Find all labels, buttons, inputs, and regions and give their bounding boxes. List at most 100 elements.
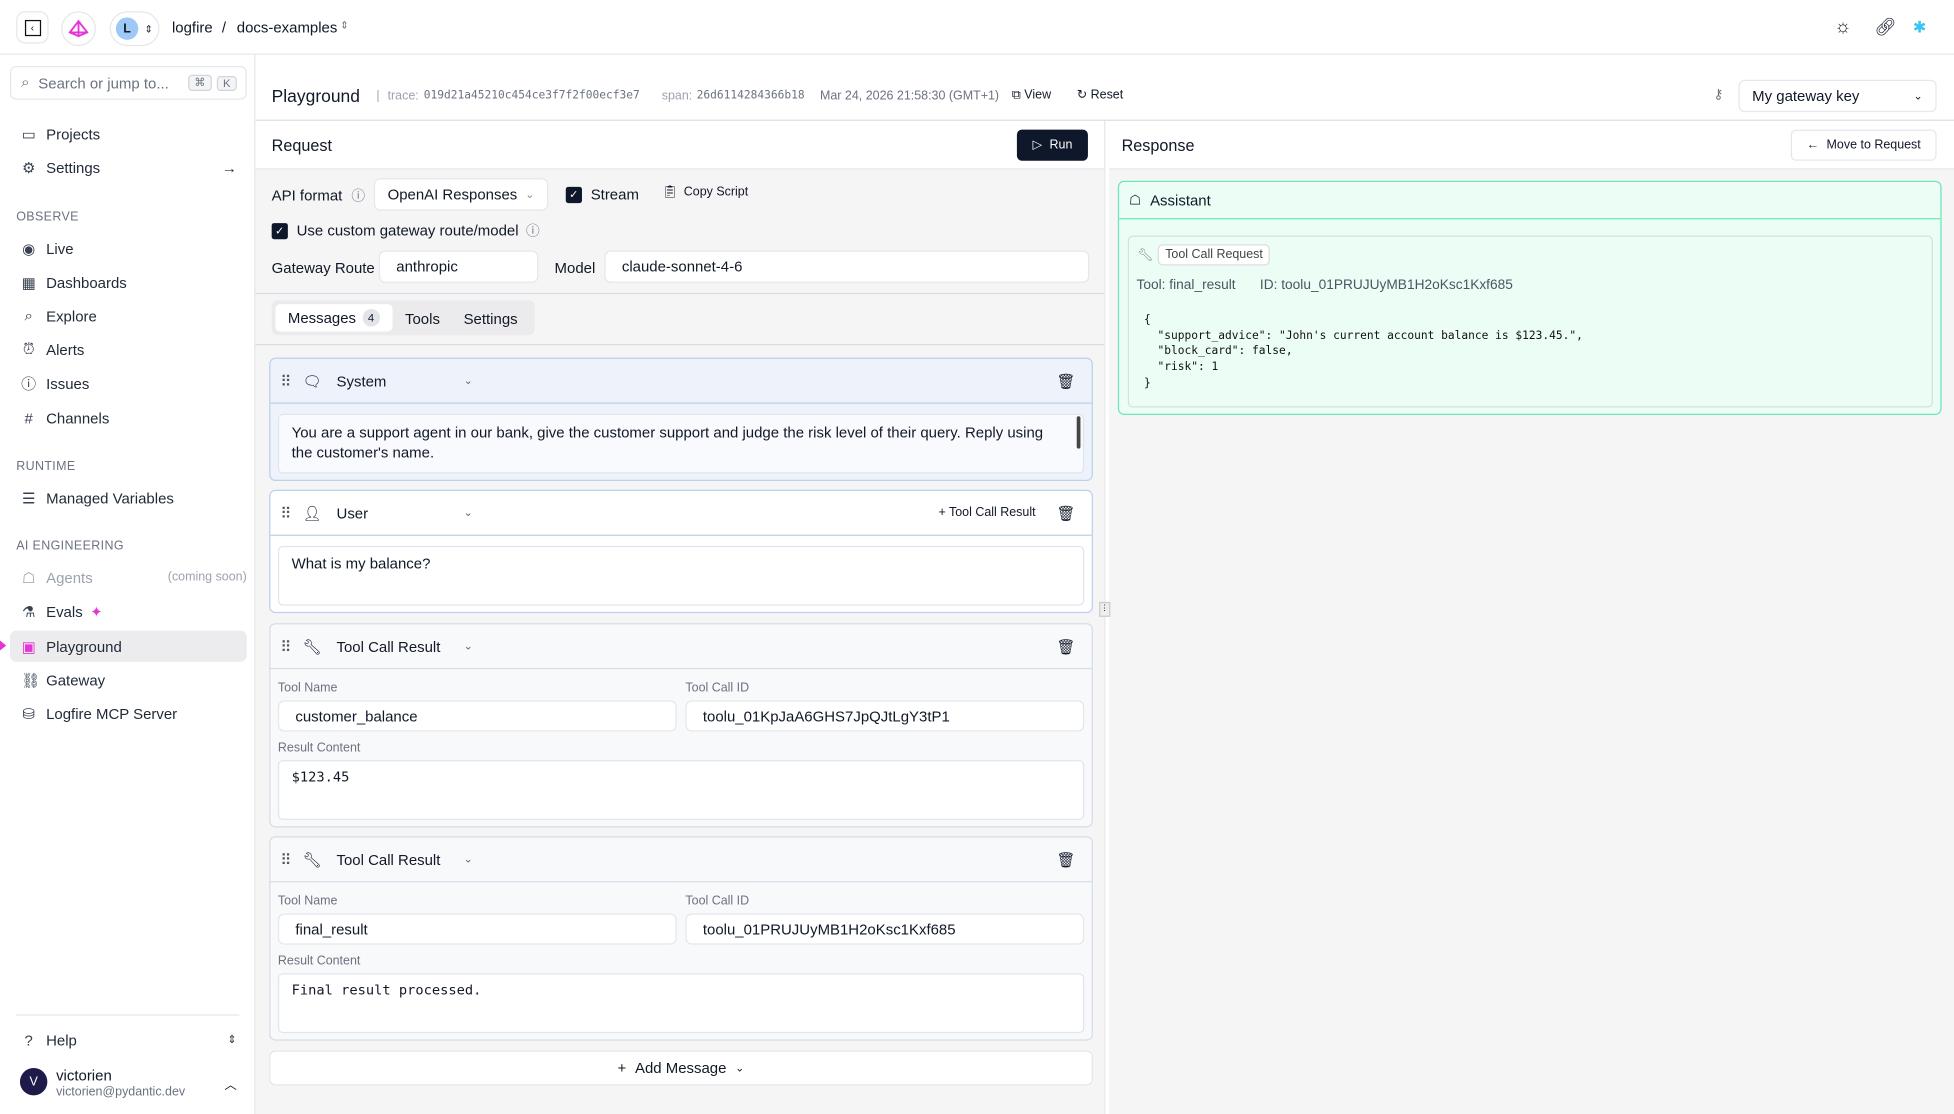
panel-divider[interactable] <box>1104 120 1110 1114</box>
chevron-down-icon[interactable]: ⌄ <box>463 373 473 387</box>
user-icon: 👤︎ <box>302 504 322 522</box>
move-to-request-button[interactable]: ← Move to Request <box>1790 129 1937 161</box>
breadcrumb-project[interactable]: docs-examples <box>236 18 338 37</box>
result-content-textarea[interactable]: $123.45 <box>277 760 1085 820</box>
drag-handle-icon[interactable]: ⠿ <box>280 850 292 868</box>
result-content-textarea[interactable]: Final result processed. <box>277 973 1085 1034</box>
tool-call-id-input[interactable]: toolu_01KpJaA6GHS7JpQJtLgY3tP1 <box>685 700 1085 732</box>
user-avatar[interactable]: V <box>19 1067 48 1096</box>
role-select[interactable]: Tool Call Result <box>336 637 441 655</box>
drag-handle-icon[interactable]: ⠿ <box>280 371 292 390</box>
chevron-down-icon: ⌄ <box>735 1061 745 1074</box>
live-icon: ◉ <box>22 239 36 258</box>
role-select[interactable]: Tool Call Result <box>336 850 441 868</box>
chevron-down-icon[interactable]: ⌄ <box>463 505 473 519</box>
server-icon: ⛁ <box>22 704 35 723</box>
sidebar-item-live[interactable]: ◉ Live <box>10 233 247 264</box>
theme-toggle-icon[interactable]: ☼ <box>1834 16 1852 38</box>
sidebar-item-mcp-server[interactable]: ⛁ Logfire MCP Server <box>10 698 247 729</box>
gateway-route-input[interactable]: anthropic <box>378 250 539 283</box>
help-circle-icon[interactable]: ⓘ <box>351 189 366 205</box>
copy-script-button[interactable]: 📋︎ Copy Script <box>662 186 748 200</box>
result-content-label: Result Content <box>277 741 361 756</box>
drag-handle-icon[interactable]: ⠿ <box>280 504 292 522</box>
trash-icon[interactable]: 🗑︎ <box>1056 504 1076 522</box>
trash-icon[interactable]: 🗑︎ <box>1056 637 1076 655</box>
search-input[interactable]: ⌕ Search or jump to... ⌘ K <box>9 66 247 100</box>
sidebar-item-managed-variables[interactable]: ☰ Managed Variables <box>10 482 247 513</box>
span-id[interactable]: 26d6114284366b18 <box>696 89 805 103</box>
tab-settings[interactable]: Settings <box>463 310 518 328</box>
scrollbar[interactable] <box>1076 416 1081 449</box>
tool-call-id: ID: toolu_01PRUJUyMB1H2oKsc1Kxf685 <box>1259 277 1513 293</box>
sidebar-item-settings[interactable]: ⚙ Settings → <box>10 152 247 183</box>
chevron-down-icon[interactable]: ⌄ <box>463 852 473 865</box>
tab-tools[interactable]: Tools <box>405 310 440 328</box>
sidebar-item-projects[interactable]: ▭ Projects <box>10 118 247 149</box>
chevron-down-icon[interactable]: ⌄ <box>463 639 473 652</box>
system-message-textarea[interactable]: You are a support agent in our bank, giv… <box>277 413 1085 474</box>
view-button[interactable]: ⧉ View <box>1012 88 1051 102</box>
collapse-sidebar-button[interactable]: ‹ <box>16 11 49 44</box>
sidebar-item-playground[interactable]: ▣ Playground <box>9 630 247 662</box>
sidebar-item-explore[interactable]: ⌕ Explore <box>10 300 247 331</box>
tool-name-input[interactable]: customer_balance <box>277 700 677 732</box>
help-menu[interactable]: ? Help ⇕ <box>10 1024 247 1055</box>
page-header: Playground | trace: 019d21a45210c454ce3f… <box>255 54 1954 121</box>
custom-route-checkbox[interactable]: ✓ Use custom gateway route/model ⓘ <box>271 221 540 241</box>
role-select[interactable]: System <box>336 371 387 390</box>
chevron-up-icon[interactable]: ︿ <box>224 1079 237 1093</box>
trash-icon[interactable]: 🗑︎ <box>1056 850 1076 868</box>
section-title-ai-engineering: AI ENGINEERING <box>16 539 124 554</box>
sidebar-item-issues[interactable]: ⓘ Issues <box>10 368 247 399</box>
divider <box>255 292 1105 295</box>
stream-checkbox[interactable]: ✓ Stream <box>565 186 639 203</box>
sidebar-item-label: Alerts <box>46 340 85 359</box>
user-message-textarea[interactable]: What is my balance? <box>277 545 1085 606</box>
sidebar-item-dashboards[interactable]: ▦ Dashboards <box>10 267 247 298</box>
tab-messages[interactable]: Messages 4 <box>275 304 393 332</box>
sidebar-item-alerts[interactable]: ⏰︎ Alerts <box>10 334 247 365</box>
sidebar-item-gateway[interactable]: ⛓︎ Gateway <box>10 664 247 695</box>
run-button[interactable]: ▷ Run <box>1016 129 1088 161</box>
divider <box>16 1014 240 1016</box>
bot-icon: ☖ <box>21 568 36 587</box>
tool-name-input[interactable]: final_result <box>277 913 677 945</box>
trace-label: trace: <box>387 89 419 104</box>
sidebar-item-channels[interactable]: # Channels <box>10 403 247 434</box>
link-icon[interactable]: 🔗︎ <box>1874 16 1897 37</box>
message-card-user: ⠿ 👤︎ User ⌄ + Tool Call Result 🗑︎ What i… <box>269 489 1093 614</box>
message-card-tool-result: ⠿ 🔧︎ Tool Call Result ⌄ 🗑︎ Tool Name fin… <box>269 836 1093 1041</box>
wrench-icon: 🔧︎ <box>302 850 322 868</box>
trace-id[interactable]: 019d21a45210c454ce3f7f2f00ecf3e7 <box>423 89 640 103</box>
role-select[interactable]: User <box>336 504 369 522</box>
gateway-key-select[interactable]: My gateway key ⌄ <box>1738 79 1937 113</box>
span-label: span: <box>661 89 693 104</box>
logfire-logo-icon <box>68 19 89 38</box>
bot-icon: ☖ <box>1129 193 1142 209</box>
add-tool-call-result-button[interactable]: + Tool Call Result <box>938 505 1036 520</box>
drag-handle-icon[interactable]: ⠿ <box>280 637 292 655</box>
org-switcher[interactable]: L ⇕ <box>109 11 160 47</box>
api-format-select[interactable]: OpenAI Responses ⌄ <box>373 178 549 211</box>
reset-button[interactable]: ↻ Reset <box>1077 88 1123 102</box>
logfire-logo[interactable] <box>61 11 96 47</box>
sidebar-item-label: Projects <box>46 125 101 143</box>
dashboard-icon: ▦ <box>21 273 36 291</box>
trash-icon[interactable]: 🗑︎ <box>1056 371 1076 390</box>
flask-icon: ⚗ <box>21 602 36 620</box>
model-input[interactable]: claude-sonnet-4-6 <box>604 250 1090 283</box>
tool-name-value: final_result <box>295 920 368 938</box>
playground-icon: ▣ <box>21 637 36 655</box>
coming-soon-note: (coming soon) <box>167 570 247 585</box>
resize-handle-icon[interactable]: ⋮ <box>1099 601 1111 617</box>
tool-call-id-input[interactable]: toolu_01PRUJUyMB1H2oKsc1Kxf685 <box>685 913 1085 945</box>
add-message-button[interactable]: + Add Message ⌄ <box>269 1050 1093 1086</box>
avatar: L <box>115 17 139 40</box>
slack-icon[interactable]: ✱ <box>1912 17 1927 37</box>
breadcrumb-org[interactable]: logfire <box>171 18 213 37</box>
assistant-role-label: Assistant <box>1150 191 1211 209</box>
sidebar-item-evals[interactable]: ⚗ Evals ✦ <box>10 596 247 627</box>
help-circle-icon[interactable]: ⓘ <box>526 224 540 240</box>
tool-call-request-block: 🔧︎ Tool Call Request Tool: final_result … <box>1127 235 1933 408</box>
